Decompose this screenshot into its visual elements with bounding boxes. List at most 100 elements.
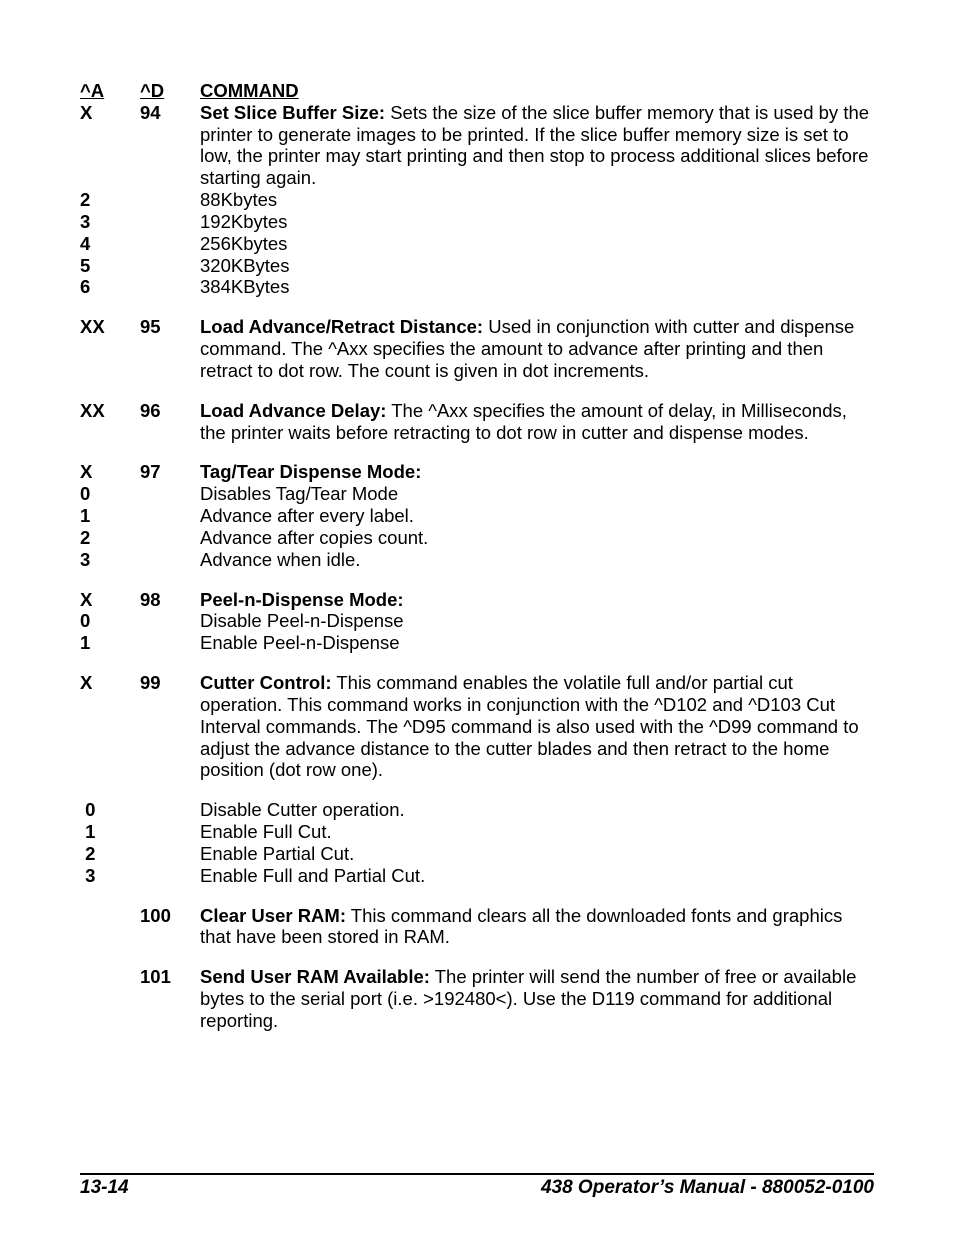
col-a: 3 (80, 865, 140, 887)
spacer (80, 298, 874, 316)
col-a: 1 (80, 632, 140, 654)
body-row: 1 Enable Full Cut. (80, 821, 874, 843)
col-cmd: 256Kbytes (200, 233, 874, 255)
spacer (80, 887, 874, 905)
col-cmd: Enable Full and Partial Cut. (200, 865, 874, 887)
header-row: ^A ^D COMMAND (80, 80, 874, 102)
body-row: 0 Disable Cutter operation. (80, 799, 874, 821)
col-cmd: Disables Tag/Tear Mode (200, 483, 874, 505)
body-row: 0Disables Tag/Tear Mode (80, 483, 874, 505)
command-text: Advance after every label. (200, 505, 414, 526)
command-title: Tag/Tear Dispense Mode: (200, 461, 421, 482)
command-text: 320KBytes (200, 255, 289, 276)
col-cmd: 320KBytes (200, 255, 874, 277)
body-row: 6 384KBytes (80, 276, 874, 298)
col-a: 0 (80, 610, 140, 632)
footer-left: 13-14 (80, 1177, 129, 1199)
body-row: X98Peel-n-Dispense Mode: (80, 589, 874, 611)
body-row: 100Clear User RAM: This command clears a… (80, 905, 874, 949)
col-cmd: Enable Peel-n-Dispense (200, 632, 874, 654)
col-a: XX (80, 400, 140, 422)
body-row: X94Set Slice Buffer Size: Sets the size … (80, 102, 874, 189)
col-cmd: Load Advance/Retract Distance: Used in c… (200, 316, 874, 381)
body-row: 1 Advance after every label. (80, 505, 874, 527)
command-text: Disable Cutter operation. (200, 799, 405, 820)
col-a: 2 (80, 527, 140, 549)
col-cmd: Disable Cutter operation. (200, 799, 874, 821)
col-d: 94 (140, 102, 200, 124)
col-cmd: Load Advance Delay: The ^Axx specifies t… (200, 400, 874, 444)
body-row: 101Send User RAM Available: The printer … (80, 966, 874, 1031)
page-footer: 13-14 438 Operator’s Manual - 880052-010… (80, 1173, 874, 1199)
col-cmd: Cutter Control: This command enables the… (200, 672, 874, 781)
col-a: 0 (80, 799, 140, 821)
command-text: Enable Peel-n-Dispense (200, 632, 400, 653)
spacer (80, 382, 874, 400)
body-row: 5 320KBytes (80, 255, 874, 277)
command-text: Disables Tag/Tear Mode (200, 483, 398, 504)
col-cmd: Clear User RAM: This command clears all … (200, 905, 874, 949)
header-a: ^A (80, 80, 140, 102)
col-cmd: Send User RAM Available: The printer wil… (200, 966, 874, 1031)
body-row: 3192Kbytes (80, 211, 874, 233)
command-title: Set Slice Buffer Size: (200, 102, 385, 123)
command-text: Advance when idle. (200, 549, 360, 570)
footer-right: 438 Operator’s Manual - 880052-0100 (541, 1177, 874, 1199)
spacer (80, 443, 874, 461)
col-a: 1 (80, 505, 140, 527)
command-text: Enable Full and Partial Cut. (200, 865, 425, 886)
command-text: Advance after copies count. (200, 527, 428, 548)
command-title: Cutter Control: (200, 672, 332, 693)
col-cmd: Advance after every label. (200, 505, 874, 527)
command-title: Load Advance/Retract Distance: (200, 316, 483, 337)
spacer (80, 654, 874, 672)
command-text: Enable Full Cut. (200, 821, 332, 842)
col-cmd: Enable Full Cut. (200, 821, 874, 843)
command-text: 192Kbytes (200, 211, 287, 232)
body-row: 2 88Kbytes (80, 189, 874, 211)
col-d: 98 (140, 589, 200, 611)
header-d: ^D (140, 80, 200, 102)
col-a: X (80, 589, 140, 611)
command-title: Peel-n-Dispense Mode: (200, 589, 404, 610)
col-cmd: Tag/Tear Dispense Mode: (200, 461, 874, 483)
body-row: 0 Disable Peel-n-Dispense (80, 610, 874, 632)
page: ^A ^D COMMAND X94Set Slice Buffer Size: … (0, 0, 954, 1235)
col-d: 96 (140, 400, 200, 422)
col-a: X (80, 461, 140, 483)
body-row: 4256Kbytes (80, 233, 874, 255)
command-text: 256Kbytes (200, 233, 287, 254)
col-cmd: Set Slice Buffer Size: Sets the size of … (200, 102, 874, 189)
command-text: 88Kbytes (200, 189, 277, 210)
col-cmd: 384KBytes (200, 276, 874, 298)
col-a: 3 (80, 549, 140, 571)
col-cmd: Disable Peel-n-Dispense (200, 610, 874, 632)
body-row: 1 Enable Peel-n-Dispense (80, 632, 874, 654)
col-cmd: Advance after copies count. (200, 527, 874, 549)
body-row: X99Cutter Control: This command enables … (80, 672, 874, 781)
col-a: 6 (80, 276, 140, 298)
col-cmd: 192Kbytes (200, 211, 874, 233)
col-a: X (80, 102, 140, 124)
col-cmd: Enable Partial Cut. (200, 843, 874, 865)
command-text: 384KBytes (200, 276, 289, 297)
col-d: 99 (140, 672, 200, 694)
col-a: X (80, 672, 140, 694)
command-title: Clear User RAM: (200, 905, 346, 926)
body-row: 2 Advance after copies count. (80, 527, 874, 549)
command-title: Send User RAM Available: (200, 966, 430, 987)
col-d: 100 (140, 905, 200, 927)
col-d: 95 (140, 316, 200, 338)
body-row: XX96Load Advance Delay: The ^Axx specifi… (80, 400, 874, 444)
col-a: 1 (80, 821, 140, 843)
col-d: 97 (140, 461, 200, 483)
col-d: 101 (140, 966, 200, 988)
col-a: 2 (80, 189, 140, 211)
col-cmd: 88Kbytes (200, 189, 874, 211)
col-a: 5 (80, 255, 140, 277)
spacer (80, 571, 874, 589)
col-a: 2 (80, 843, 140, 865)
spacer (80, 948, 874, 966)
command-title: Load Advance Delay: (200, 400, 386, 421)
spacer (80, 781, 874, 799)
